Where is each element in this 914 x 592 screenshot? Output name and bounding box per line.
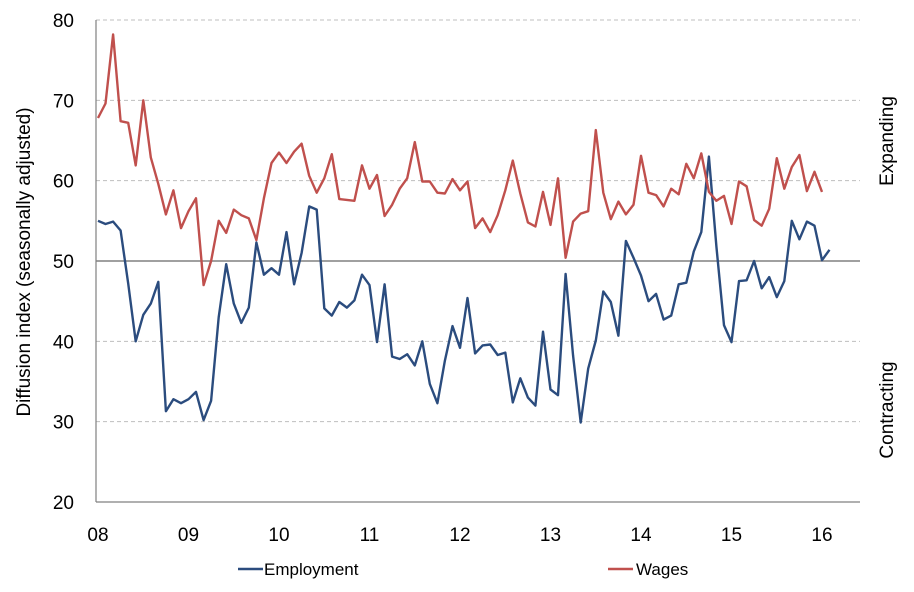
x-tick-label: 12 (449, 525, 470, 546)
legend-label-wages: Wages (636, 560, 688, 579)
x-tick-label: 09 (178, 525, 199, 546)
y-tick-label: 40 (53, 332, 74, 353)
gridlines (96, 19, 860, 423)
right-label-expanding: Expanding (877, 96, 898, 186)
y-tick-label: 80 (53, 11, 74, 32)
x-tick-label: 16 (811, 525, 832, 546)
series-line-wages (96, 33, 824, 287)
x-tick-label: 08 (87, 525, 108, 546)
x-tick-label: 15 (721, 525, 742, 546)
y-tick-label: 70 (53, 91, 74, 112)
x-tick-label: 11 (360, 525, 380, 546)
x-tick-labels: 08 09 10 11 12 13 14 15 16 (87, 525, 832, 546)
right-label-contracting: Contracting (877, 361, 898, 458)
legend-label-employment: Employment (264, 560, 359, 579)
legend: Employment Wages (238, 560, 688, 579)
x-tick-label: 14 (630, 525, 652, 546)
x-tick-label: 10 (268, 525, 289, 546)
y-tick-label: 60 (53, 172, 74, 193)
series-lines (96, 33, 831, 424)
y-axis-label: Diffusion index (seasonally adjusted) (14, 107, 35, 416)
y-tick-label: 30 (53, 413, 74, 434)
axes (95, 20, 860, 503)
y-tick-label: 50 (53, 252, 74, 273)
series-line-employment (97, 155, 831, 424)
x-tick-label: 13 (540, 525, 561, 546)
y-tick-labels: 20 30 40 50 60 70 80 (53, 11, 74, 514)
y-tick-label: 20 (53, 493, 74, 514)
